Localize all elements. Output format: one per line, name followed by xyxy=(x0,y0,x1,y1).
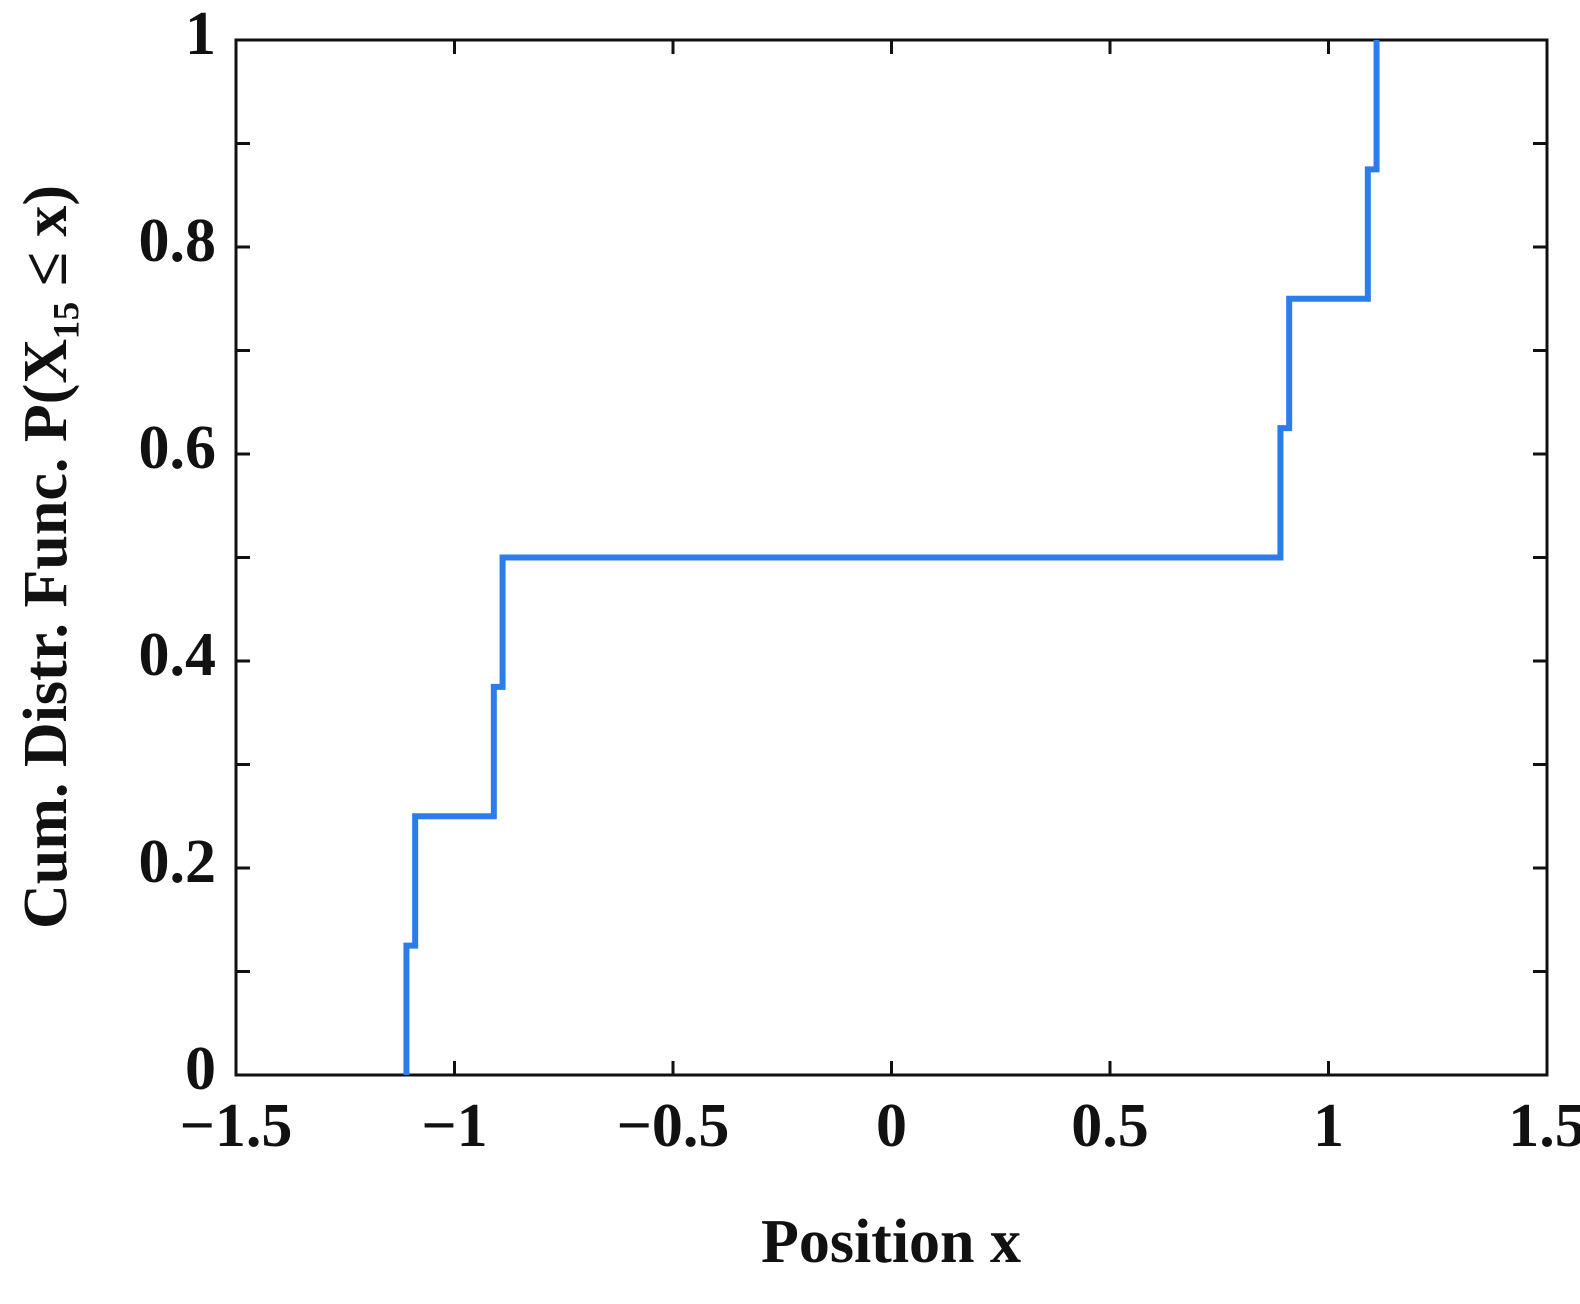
y-tick-label: 1 xyxy=(185,0,216,68)
y-axis-label: Cum. Distr. Func. P(X₁₅ ≤ x) xyxy=(12,185,80,929)
x-tick-label: −1 xyxy=(421,1092,487,1160)
x-tick-label: 1 xyxy=(1313,1092,1344,1160)
y-tick-label: 0.4 xyxy=(139,621,217,689)
y-tick-label: 0.2 xyxy=(139,828,217,896)
y-tick-label: 0.6 xyxy=(139,414,217,482)
x-tick-label: −0.5 xyxy=(617,1092,730,1160)
cdf-line xyxy=(403,40,1380,1075)
x-tick-label: −1.5 xyxy=(180,1092,293,1160)
x-axis-label: Position x xyxy=(761,1208,1021,1276)
x-tick-label: 0.5 xyxy=(1071,1092,1149,1160)
x-tick-label: 0 xyxy=(876,1092,907,1160)
y-tick-label: 0.8 xyxy=(139,207,217,275)
y-tick-label: 0 xyxy=(185,1035,216,1103)
x-tick-label: 1.5 xyxy=(1508,1092,1580,1160)
